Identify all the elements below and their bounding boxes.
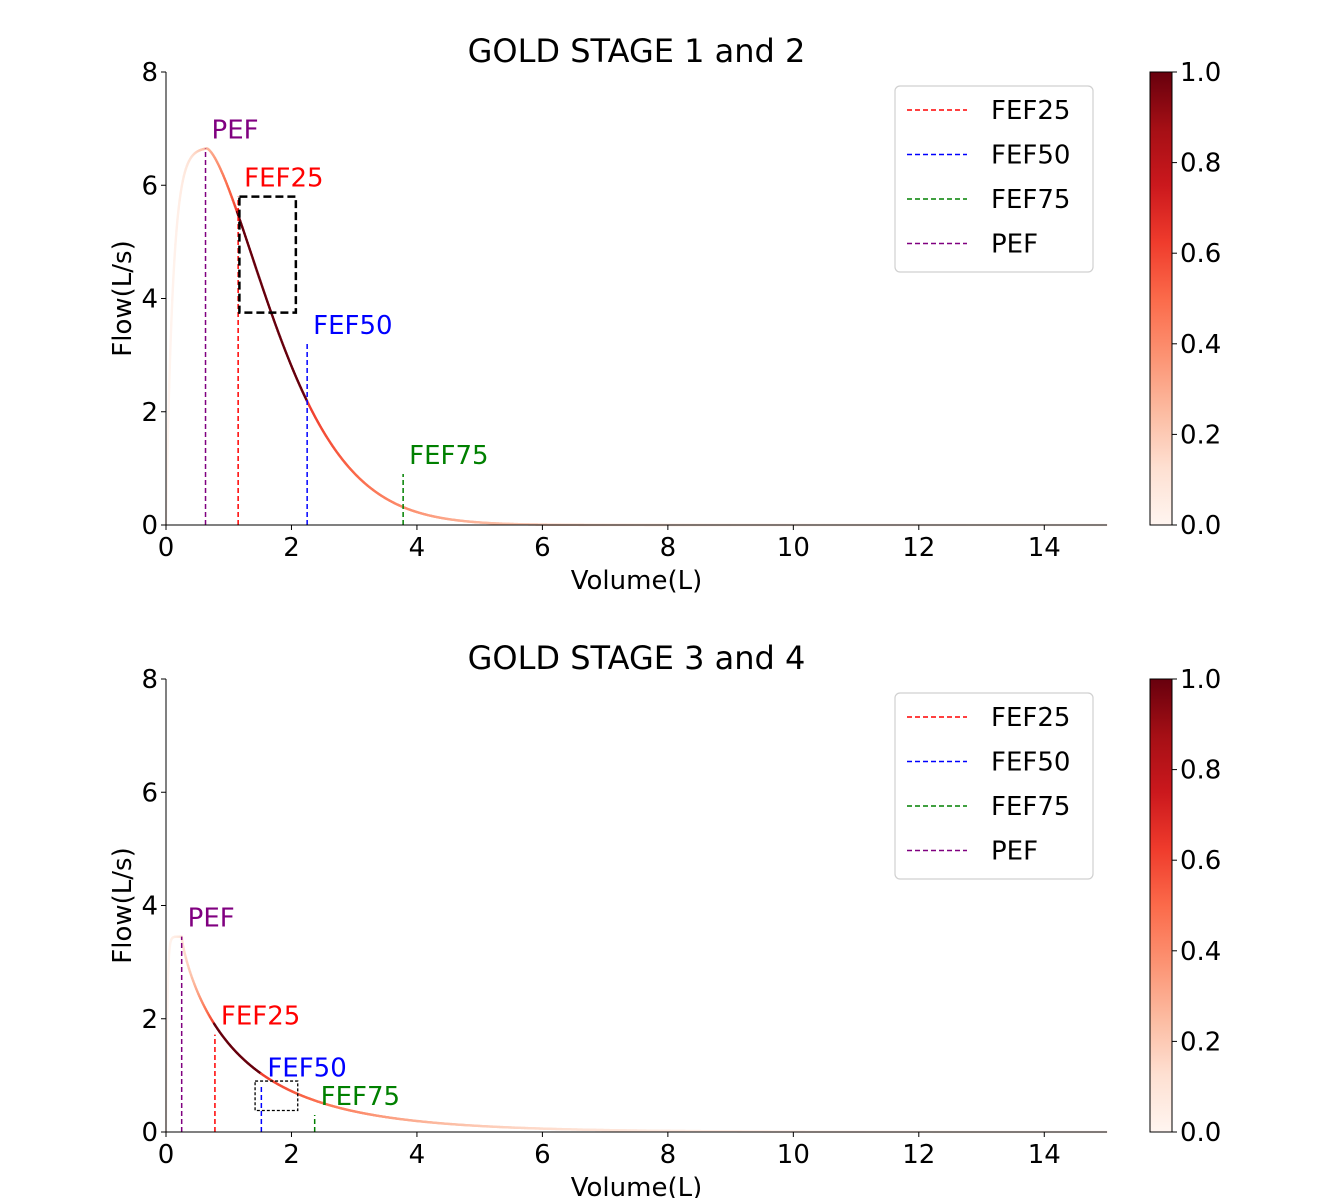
legend-entry-fef25: FEF25 bbox=[991, 96, 1070, 126]
curve-segment bbox=[172, 279, 173, 300]
y-tick-label: 4 bbox=[141, 285, 158, 315]
curve-segment bbox=[168, 953, 169, 974]
x-tick-label: 14 bbox=[1028, 533, 1061, 563]
colorbar-tick-label: 0.4 bbox=[1180, 937, 1221, 967]
legend-entry-fef50: FEF50 bbox=[991, 141, 1070, 171]
x-tick-label: 14 bbox=[1028, 1140, 1061, 1170]
curve-segment bbox=[176, 219, 177, 231]
legend-entry-fef75: FEF75 bbox=[991, 792, 1070, 822]
x-axis-label: Volume(L) bbox=[571, 566, 702, 596]
x-tick-label: 10 bbox=[777, 533, 810, 563]
marker-label-fef50: FEF50 bbox=[267, 1054, 346, 1084]
x-tick-label: 0 bbox=[158, 1140, 175, 1170]
x-tick-label: 12 bbox=[902, 1140, 935, 1170]
curve-segment bbox=[167, 427, 168, 472]
colorbar-tick-label: 1.0 bbox=[1180, 58, 1221, 88]
marker-label-fef25: FEF25 bbox=[221, 1002, 300, 1032]
y-tick-label: 8 bbox=[141, 665, 158, 695]
marker-label-pef: PEF bbox=[212, 115, 259, 145]
curve-segment bbox=[171, 300, 172, 325]
y-tick-label: 0 bbox=[141, 511, 158, 541]
y-tick-label: 2 bbox=[141, 1005, 158, 1035]
y-tick-label: 4 bbox=[141, 892, 158, 922]
chart-panel-1: GOLD STAGE 1 and 2 PEF FEF25 FEF50 FEF75 0 2 4 6… bbox=[108, 32, 1221, 596]
colorbar-tick-label: 0.4 bbox=[1180, 330, 1221, 360]
x-axis-label: Volume(L) bbox=[571, 1173, 702, 1198]
legend-entry-pef: PEF bbox=[991, 837, 1038, 867]
y-tick-label: 0 bbox=[141, 1118, 158, 1148]
curve-segment bbox=[168, 388, 169, 427]
curve-segment bbox=[179, 201, 180, 210]
curve-segment bbox=[169, 354, 170, 388]
colorbar-tick-label: 0.0 bbox=[1180, 511, 1221, 541]
x-tick-label: 2 bbox=[283, 1140, 300, 1170]
colorbar-gradient bbox=[1150, 72, 1172, 525]
legend-entry-fef25: FEF25 bbox=[991, 703, 1070, 733]
marker-label-fef25: FEF25 bbox=[244, 164, 323, 194]
curve-segment bbox=[178, 209, 179, 219]
curve-segment bbox=[174, 245, 175, 261]
chart-title: GOLD STAGE 3 and 4 bbox=[468, 639, 806, 677]
colorbar-tick-label: 0.8 bbox=[1180, 149, 1221, 179]
x-tick-label: 10 bbox=[777, 1140, 810, 1170]
x-tick-label: 8 bbox=[660, 1140, 677, 1170]
x-tick-label: 6 bbox=[534, 533, 551, 563]
colorbar-gradient bbox=[1150, 679, 1172, 1132]
curve-segment bbox=[175, 231, 176, 245]
legend: FEF25 FEF50 FEF75 PEF bbox=[895, 86, 1093, 272]
curve-segment bbox=[173, 260, 174, 278]
x-tick-label: 2 bbox=[283, 533, 300, 563]
y-axis-label: Flow(L/s) bbox=[108, 240, 138, 356]
y-tick-label: 8 bbox=[141, 58, 158, 88]
flow-volume-curve bbox=[166, 937, 1107, 1132]
colorbar-tick-label: 0.2 bbox=[1180, 1027, 1221, 1057]
highlight-box bbox=[239, 197, 295, 313]
x-tick-label: 8 bbox=[660, 533, 677, 563]
x-tick-label: 12 bbox=[902, 533, 935, 563]
colorbar-tick-label: 0.8 bbox=[1180, 756, 1221, 786]
legend-entry-pef: PEF bbox=[991, 230, 1038, 260]
colorbar-tick-label: 1.0 bbox=[1180, 665, 1221, 695]
y-tick-label: 6 bbox=[141, 778, 158, 808]
colorbar-tick-label: 0.0 bbox=[1180, 1118, 1221, 1148]
curve-segment bbox=[170, 325, 171, 354]
legend-entry-fef50: FEF50 bbox=[991, 748, 1070, 778]
colorbar-tick-label: 0.2 bbox=[1180, 420, 1221, 450]
chart-title: GOLD STAGE 1 and 2 bbox=[468, 32, 806, 70]
y-tick-label: 2 bbox=[141, 398, 158, 428]
x-tick-label: 4 bbox=[409, 1140, 426, 1170]
colorbar-tick-label: 0.6 bbox=[1180, 846, 1221, 876]
curve-segment bbox=[167, 974, 168, 1022]
y-axis-label: Flow(L/s) bbox=[108, 847, 138, 963]
curve-segment bbox=[169, 944, 170, 953]
x-tick-label: 4 bbox=[409, 533, 426, 563]
colorbar: 0.0 0.2 0.4 0.6 0.8 1.0 bbox=[1150, 665, 1221, 1148]
marker-label-pef: PEF bbox=[188, 904, 235, 934]
marker-label-fef50: FEF50 bbox=[313, 311, 392, 341]
colorbar-tick-label: 0.6 bbox=[1180, 239, 1221, 269]
marker-label-fef75: FEF75 bbox=[321, 1082, 400, 1112]
x-tick-label: 0 bbox=[158, 533, 175, 563]
colorbar: 0.0 0.2 0.4 0.6 0.8 1.0 bbox=[1150, 58, 1221, 541]
marker-label-fef75: FEF75 bbox=[409, 441, 488, 471]
y-tick-label: 6 bbox=[141, 171, 158, 201]
legend: FEF25 FEF50 FEF75 PEF bbox=[895, 693, 1093, 879]
x-tick-label: 6 bbox=[534, 1140, 551, 1170]
legend-entry-fef75: FEF75 bbox=[991, 185, 1070, 215]
